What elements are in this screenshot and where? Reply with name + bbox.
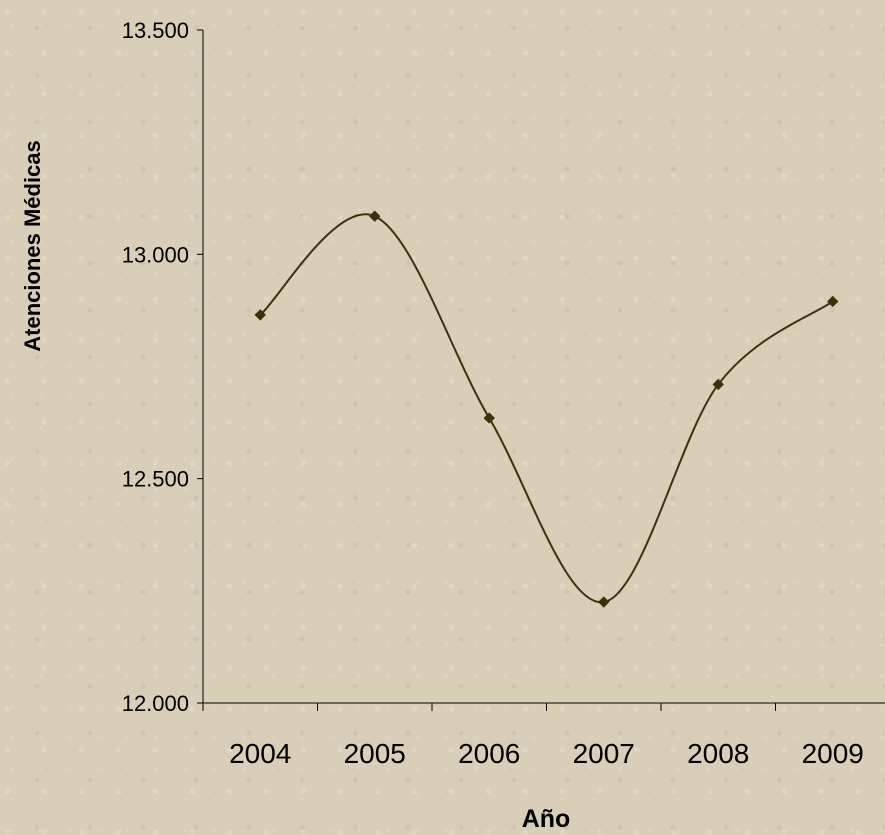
x-axis-ticks: 2004 2005 2006 2007 2008 2009 (202, 703, 864, 769)
axes (202, 30, 885, 704)
x-tick-label: 2008 (687, 738, 749, 769)
x-tick-label: 2007 (573, 738, 635, 769)
y-tick-label: 12.000 (122, 691, 189, 716)
x-tick-label: 2009 (802, 738, 864, 769)
y-tick-label: 13.000 (122, 242, 189, 267)
data-point-marker (369, 210, 381, 222)
plot-area (254, 210, 839, 608)
y-axis-ticks: 12.000 12.500 13.000 13.500 (122, 18, 203, 716)
y-tick-label: 12.500 (122, 467, 189, 492)
data-point-marker (483, 412, 495, 424)
data-point-marker (598, 596, 610, 608)
data-point-marker (827, 295, 839, 308)
x-axis-title: Año (522, 805, 571, 833)
x-tick-label: 2006 (458, 738, 520, 769)
y-axis-title: Atenciones Médicas (20, 140, 45, 352)
data-point-marker (254, 309, 266, 321)
series-line (259, 213, 834, 604)
data-point-marker (712, 378, 724, 391)
x-tick-label: 2005 (344, 738, 406, 769)
y-tick-label: 13.500 (122, 18, 189, 43)
x-tick-label: 2004 (229, 738, 291, 769)
